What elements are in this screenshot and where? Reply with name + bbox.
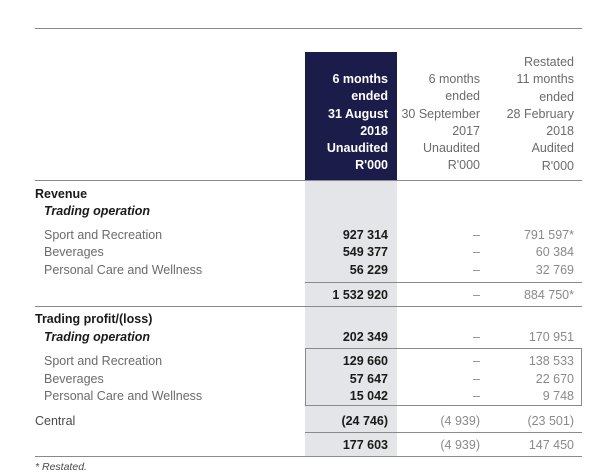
profit-trading-operation-current: 202 349: [342, 330, 388, 344]
revenue-row-current: 56 229: [349, 263, 388, 277]
revenue-row-restated: 791 597*: [523, 228, 574, 242]
revenue-row-current: 927 314: [342, 228, 388, 242]
profit-trading-operation-restated: 170 951: [528, 330, 574, 344]
header-line: R'000: [355, 158, 388, 173]
profit-row-label: Personal Care and Wellness: [44, 389, 203, 403]
profit-row-current: 15 042: [349, 389, 388, 403]
revenue-row-current: 549 377: [342, 245, 388, 259]
revenue-row-prior: –: [473, 228, 480, 242]
profit-row-restated: 138 533: [528, 354, 574, 368]
trading-profit-heading: Trading profit/(loss): [35, 312, 153, 326]
header-line: ended: [445, 89, 480, 104]
section-divider-rule: [35, 306, 582, 307]
profit-trading-operation-prior: –: [473, 330, 480, 344]
profit-row-label: Sport and Recreation: [44, 354, 163, 368]
profit-row-current: 57 647: [349, 372, 388, 386]
header-line: R'000: [447, 158, 480, 173]
header-prior-period: 6 months ended 30 September 2017 Unaudit…: [401, 71, 480, 175]
top-rule: [35, 28, 582, 29]
footnote: * Restated.: [35, 461, 87, 473]
header-line: 2018: [360, 123, 388, 138]
profit-row-label: Beverages: [44, 372, 104, 386]
revenue-row-label: Personal Care and Wellness: [44, 263, 203, 277]
revenue-row-prior: –: [473, 245, 480, 259]
header-line: Unaudited: [326, 141, 388, 156]
header-line: 30 September: [401, 106, 480, 121]
central-restated: (23 501): [527, 414, 574, 428]
header-line: 6 months: [332, 72, 388, 86]
header-line: R'000: [541, 158, 574, 173]
revenue-row-label: Beverages: [44, 245, 104, 259]
header-line: 2018: [546, 124, 574, 139]
header-line: 28 February: [506, 106, 574, 121]
header-current-period: 6 months ended 31 August 2018 Unaudited …: [327, 71, 388, 175]
header-restated-period: Restated 11 months ended 28 February 201…: [507, 54, 574, 175]
profit-row-prior: –: [473, 389, 480, 403]
profit-total-restated: 147 450: [528, 438, 574, 452]
profit-row-restated: 9 748: [542, 389, 574, 403]
profit-row-current: 129 660: [342, 354, 388, 368]
current-period-header-box: [305, 52, 397, 180]
revenue-total-top-rule: [305, 282, 582, 283]
revenue-total-current: 1 532 920: [332, 288, 388, 302]
central-prior: (4 939): [440, 414, 480, 428]
profit-total-current: 177 603: [342, 438, 388, 452]
segment-breakdown-box: [305, 348, 582, 406]
profit-row-prior: –: [473, 354, 480, 368]
header-line: 31 August: [328, 106, 388, 121]
revenue-total-restated: 884 750*: [523, 288, 574, 302]
revenue-row-restated: 60 384: [535, 245, 574, 259]
revenue-total-prior: –: [473, 288, 480, 302]
header-line: Restated: [523, 55, 574, 69]
header-line: 2017: [452, 123, 480, 138]
header-line: Audited: [531, 141, 574, 156]
header-line: ended: [351, 89, 388, 104]
header-line: 11 months: [516, 72, 574, 87]
profit-total-prior: (4 939): [440, 438, 480, 452]
revenue-row-prior: –: [473, 263, 480, 277]
header-rule: [35, 180, 582, 181]
header-line: Unaudited: [423, 141, 480, 156]
profit-row-restated: 22 670: [535, 372, 574, 386]
central-current: (24 746): [341, 414, 388, 428]
revenue-row-label: Sport and Recreation: [44, 228, 163, 242]
revenue-row-restated: 32 769: [535, 263, 574, 277]
header-line: 6 months: [428, 72, 480, 86]
revenue-heading: Revenue: [35, 187, 88, 201]
profit-row-prior: –: [473, 372, 480, 386]
profit-total-top-rule: [305, 432, 582, 433]
bottom-rule: [35, 456, 582, 457]
revenue-trading-operation-label: Trading operation: [44, 204, 151, 218]
current-period-highlight: [305, 180, 397, 456]
central-label: Central: [35, 414, 76, 428]
profit-trading-operation-label: Trading operation: [44, 330, 151, 344]
header-line: ended: [539, 89, 574, 104]
